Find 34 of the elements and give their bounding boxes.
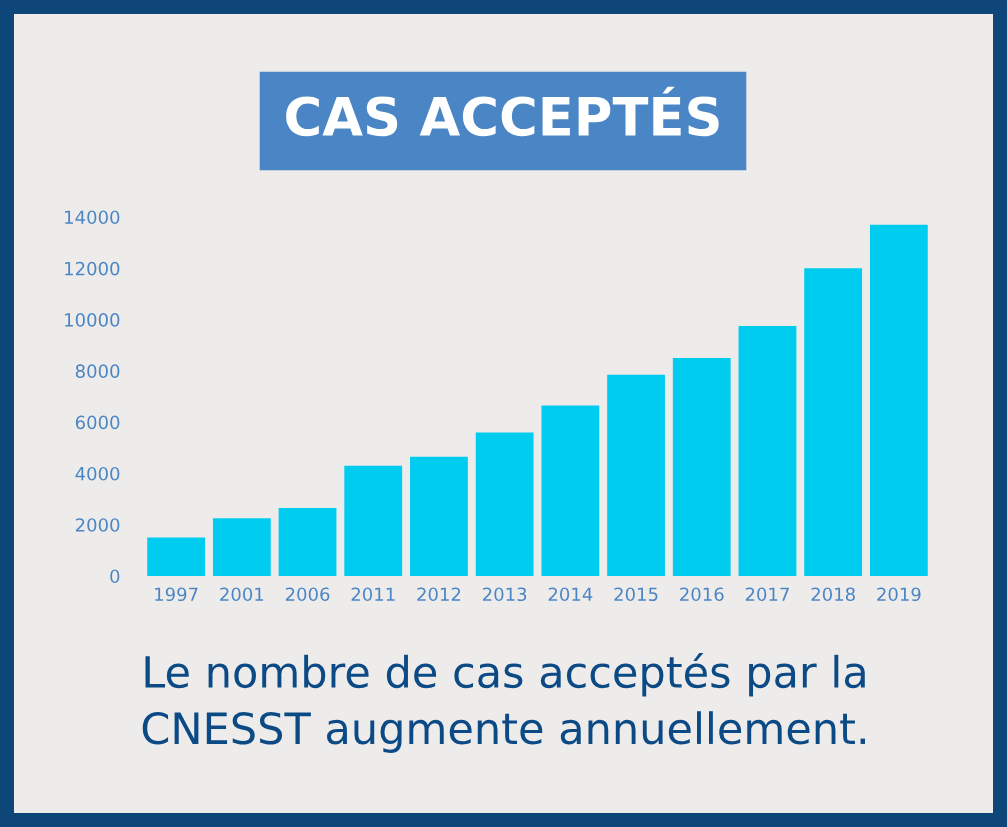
bar — [541, 405, 600, 576]
y-tick-label: 6000 — [75, 415, 120, 430]
y-tick-label: 8000 — [75, 364, 120, 378]
bar — [869, 224, 928, 576]
bar — [212, 518, 271, 576]
bar — [147, 537, 206, 576]
bar — [738, 325, 797, 576]
x-tick-label: 2016 — [680, 587, 724, 602]
x-tick-label: 2011 — [351, 587, 395, 602]
y-tick-label: 4000 — [75, 466, 120, 481]
y-tick-label: 0 — [110, 569, 120, 584]
x-tick-label: 2001 — [220, 587, 264, 602]
bar — [475, 432, 534, 576]
bar — [672, 358, 731, 576]
x-tick-label: 2015 — [614, 587, 658, 602]
bar — [804, 268, 863, 576]
y-tick-label: 12000 — [65, 261, 120, 276]
y-tick-label: 2000 — [75, 518, 120, 532]
x-tick-label: 2017 — [745, 587, 789, 602]
x-tick-label: 2014 — [548, 587, 593, 602]
y-tick-label: 14000 — [65, 210, 120, 225]
x-tick-label: 2012 — [417, 587, 461, 602]
chart-title: CAS ACCEPTÉS — [286, 86, 719, 137]
bar — [278, 508, 337, 576]
text: Le nombre de cas acceptés par la CNESST augmente annuellement. — [142, 653, 866, 753]
x-tick-label: 2013 — [483, 587, 527, 602]
x-tick-label: 2018 — [811, 587, 855, 602]
y-tick-label: 10000 — [65, 313, 120, 327]
bar — [344, 465, 403, 576]
x-tick-label: 1997 — [155, 587, 198, 602]
bar — [607, 374, 665, 576]
x-tick-label: 2006 — [285, 587, 330, 602]
bar — [410, 456, 468, 576]
x-tick-label: 2019 — [877, 587, 921, 602]
